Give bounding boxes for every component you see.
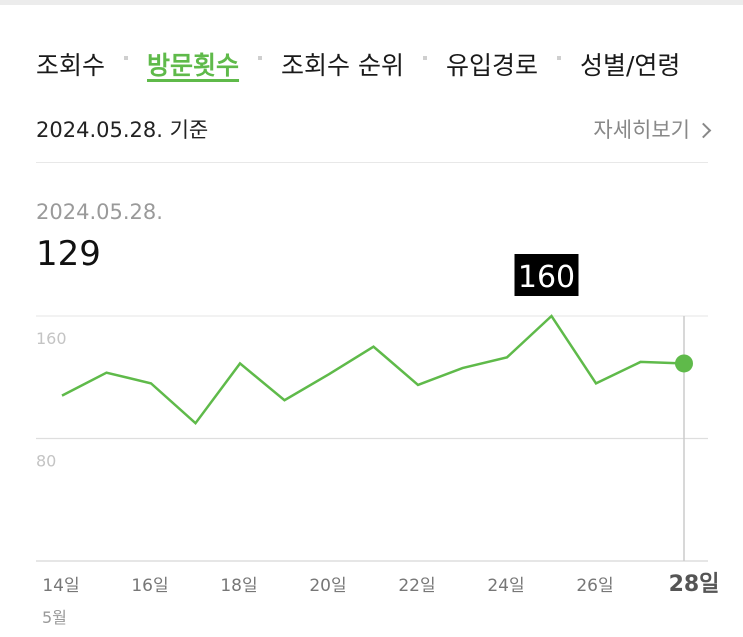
top-bar bbox=[0, 0, 743, 5]
x-tick-label: 16일 bbox=[131, 576, 168, 596]
x-tick-label: 26일 bbox=[576, 576, 613, 596]
x-tick-label: 14일 bbox=[42, 576, 79, 596]
y-tick-label: 80 bbox=[36, 452, 56, 471]
x-tick-label: 18일 bbox=[220, 576, 257, 596]
tab-separator bbox=[557, 56, 561, 60]
tab-views[interactable]: 조회수 bbox=[36, 51, 106, 80]
visits-line-chart: 160 80 160 14일 16일 18일 20일 22일 24일 26일 28일 5월 bbox=[36, 254, 720, 627]
x-tick-label: 28일 bbox=[669, 572, 720, 597]
tab-gender-age[interactable]: 성별/연령 bbox=[580, 51, 681, 80]
tab-separator bbox=[124, 56, 129, 60]
y-tick-label: 160 bbox=[36, 329, 67, 348]
x-tick-label: 22일 bbox=[398, 576, 435, 596]
tab-bar: 조회수 방문횟수 조회수 순위 유입경로 성별/연령 bbox=[36, 42, 680, 86]
divider bbox=[36, 162, 708, 163]
tab-visits[interactable]: 방문횟수 bbox=[147, 51, 240, 80]
max-value-tooltip bbox=[514, 254, 579, 296]
more-label: 자세히보기 bbox=[593, 118, 690, 142]
selected-date: 2024.05.28. bbox=[36, 200, 163, 224]
selected-value: 129 bbox=[36, 234, 101, 274]
more-link[interactable]: 자세히보기 bbox=[593, 114, 712, 144]
selected-point bbox=[675, 354, 693, 373]
chevron-right-icon bbox=[695, 122, 712, 138]
month-label: 5월 bbox=[42, 608, 67, 627]
x-tick-label: 20일 bbox=[309, 576, 346, 596]
tab-separator bbox=[422, 56, 427, 60]
tab-view-ranking[interactable]: 조회수 순위 bbox=[281, 51, 404, 80]
tab-separator bbox=[258, 56, 263, 60]
x-tick-label: 24일 bbox=[487, 576, 524, 596]
tab-referrer[interactable]: 유입경로 bbox=[445, 51, 538, 80]
max-value-label: 160 bbox=[518, 260, 575, 295]
series-line bbox=[61, 314, 686, 426]
basis-date: 2024.05.28. 기준 bbox=[36, 118, 209, 142]
